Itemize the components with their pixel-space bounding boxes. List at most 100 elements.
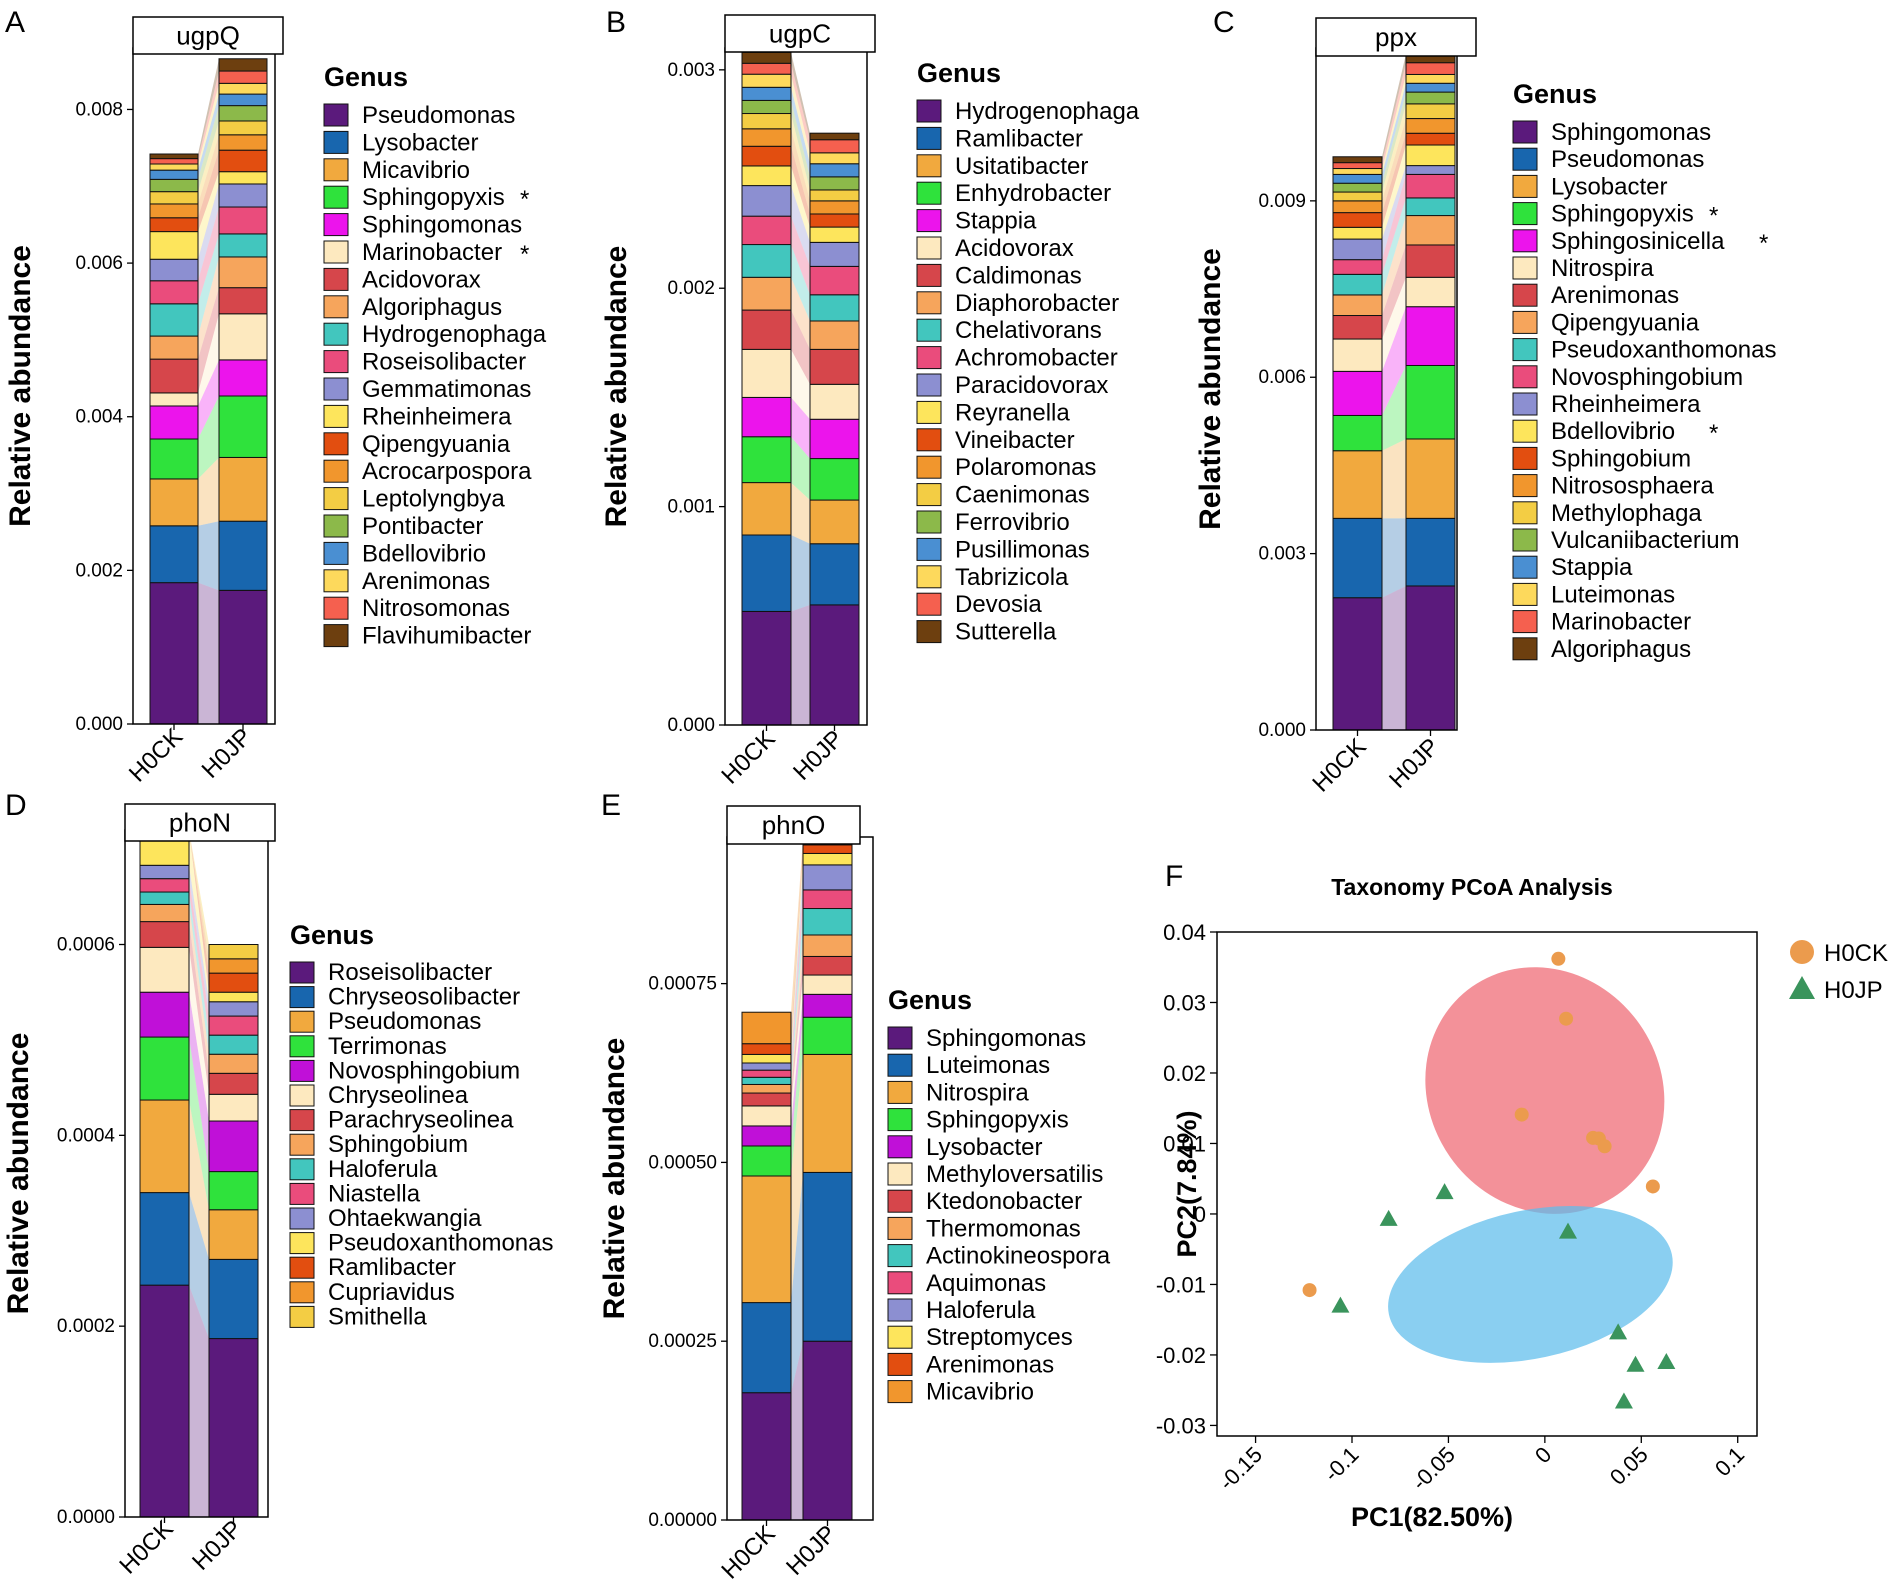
legend-label: Ferrovibrio [955,509,1070,536]
bar-segment-polaromonas-h0ck [741,128,792,147]
bar-segment-lysobacter-h0jp [802,993,853,1018]
legend-label: Reyranella [955,399,1070,426]
legend-swatch [1512,392,1538,416]
panel-E: E Relative abundance 0.00000 0.00025 0.00050… [598,789,1111,1585]
panel-letter: E [601,789,621,822]
panel-letter: A [5,6,25,39]
flow-ribbon-parachryseolinea [189,921,209,1095]
legend-label: Enhydrobacter [955,180,1111,207]
bar-segment-acidovorax-h0jp [218,287,268,315]
point-h0jp [1626,1355,1645,1372]
bar-segment-vulcaniibacterium-h0jp [1405,91,1456,105]
panel-C: C Relative abundance 0.000 0.003 0.006 0.009 p… [1194,6,1777,798]
flow-ribbon-sphingomonas [198,359,219,440]
legend-label: Vulcaniibacterium [1551,527,1740,554]
y-tick-label: 0 [1194,1202,1206,1227]
bar-segment-ramlibacter-h0jp [208,972,259,993]
legend-swatch [916,181,942,205]
legend-swatch [887,1162,913,1186]
y-tick-label: -0.01 [1156,1272,1206,1297]
bar-segment-sphingopyxis-h0jp [1405,364,1456,440]
bar-segment-methyloversatilis-h0ck [741,1105,792,1127]
bar-segment-acidovorax-h0ck [149,358,199,394]
y-tick-label: 0.04 [1163,920,1206,945]
legend-swatch [289,1084,315,1107]
bar-segment-lysobacter-h0jp [218,520,268,591]
significance-asterisk: * [520,241,529,268]
bar-segment-methyloversatilis-h0jp [802,974,853,995]
bar-segment-pseudoxanthomonas-h0jp [1405,197,1456,217]
bar-segment-novosphingobium-h0ck [1332,259,1383,275]
bar-segment-ferrovibrio-h0ck [741,99,792,115]
legend-label: Thermomonas [926,1215,1081,1242]
flow-ribbon-ohtaekwangia [189,865,209,1017]
y-tick-label: -0.03 [1156,1413,1206,1438]
flow-ribbon-stappia [791,397,810,459]
legend-swatch [289,1256,315,1279]
legend-label: Algoriphagus [362,294,502,321]
bar-segment-leptolyngbya-h0jp [218,120,268,136]
legend-label: Sphingopyxis [926,1107,1069,1134]
legend-swatch [887,1271,913,1295]
legend-swatch [1512,229,1538,253]
bar-segment-roseisolibacter-h0jp [218,206,268,235]
legend-swatch [323,487,349,511]
legend-swatch [323,624,349,648]
bar-segment-vineibacter-h0jp [809,213,860,228]
bar-segment-tabrizicola-h0jp [809,152,860,165]
bar-segment-hydrogenophaga-h0ck [149,303,199,337]
legend-label: Arenimonas [1551,282,1679,309]
y-tick-label: 0.003 [1258,544,1306,565]
flow-ribbon-smithella [189,830,209,959]
flow-ribbon-micavibrio [791,837,803,1044]
legend-label: Luteimonas [926,1052,1050,1079]
x-tick-label: -0.15 [1214,1442,1267,1495]
y-tick-label: 0.009 [1258,191,1306,212]
panel-B: B Relative abundance 0.000 0.001 0.002 0.003 u… [600,6,1140,790]
y-tick-label: 0.006 [75,253,123,274]
bar-segment-parachryseolinea-h0jp [208,1072,259,1095]
bar-segment-nitrospira-h0ck [741,1175,792,1304]
bar-segment-haloferula-h0ck [139,891,190,905]
legend-label: Sphingomonas [1551,119,1711,146]
legend-label: Paracidovorax [955,372,1108,399]
flow-ribbon-sphingobium [1382,133,1406,228]
legend-swatch [323,103,349,127]
bar-segment-marinobacter-h0jp [1405,62,1456,75]
flow-ribbon-sphingopyxis [791,1017,803,1176]
legend-swatch [887,1298,913,1322]
bar-segment-nitrosomonas-h0jp [218,70,268,84]
flow-ribbon-roseisolibacter [189,1285,209,1517]
legend-label: Actinokineospora [926,1243,1111,1270]
y-tick-label: 0.00000 [648,1510,717,1531]
flow-ribbon-pontibacter [198,105,219,192]
legend-label: Nitrosomonas [362,595,510,622]
bar-segment-bdellovibrio-h0ck [1332,226,1383,240]
gene-label: ppx [1375,22,1417,52]
legend-swatch [887,1244,913,1268]
flow-ribbon-nitrosomonas [198,71,219,164]
legend-swatch [323,569,349,593]
bar-segment-ohtaekwangia-h0jp [208,1001,259,1017]
bar-segment-sphingopyxis-h0jp [218,395,268,458]
legend-swatch [323,459,349,483]
legend-swatch [323,350,349,374]
bar-segment-achromobacter-h0ck [741,215,792,246]
x-axis-title: PC1(82.50%) [1351,1502,1513,1532]
bar-segment-chelativorans-h0ck [741,244,792,278]
bar-segment-terrimonas-h0jp [208,1171,259,1211]
bar-segment-rheinheimera-h0ck [1332,238,1383,261]
legend-label: Aquimonas [926,1270,1046,1297]
legend-marker-h0jp [1789,976,1815,999]
legend-swatch [323,596,349,620]
x-tick-label: -0.1 [1319,1442,1363,1486]
flow-ribbon-lysobacter [1382,438,1406,519]
flow-ribbon-usitatibacter [791,482,810,544]
point-h0ck [1597,1139,1612,1154]
bar-segment-marinobacter-h0ck [1332,162,1383,170]
legend-swatch [916,565,942,589]
bar-segment-algoriphagus-h0ck [1332,156,1383,164]
bar-segment-hydrogenophaga-h0jp [218,233,268,258]
flow-ribbon-algoriphagus [1382,53,1406,163]
